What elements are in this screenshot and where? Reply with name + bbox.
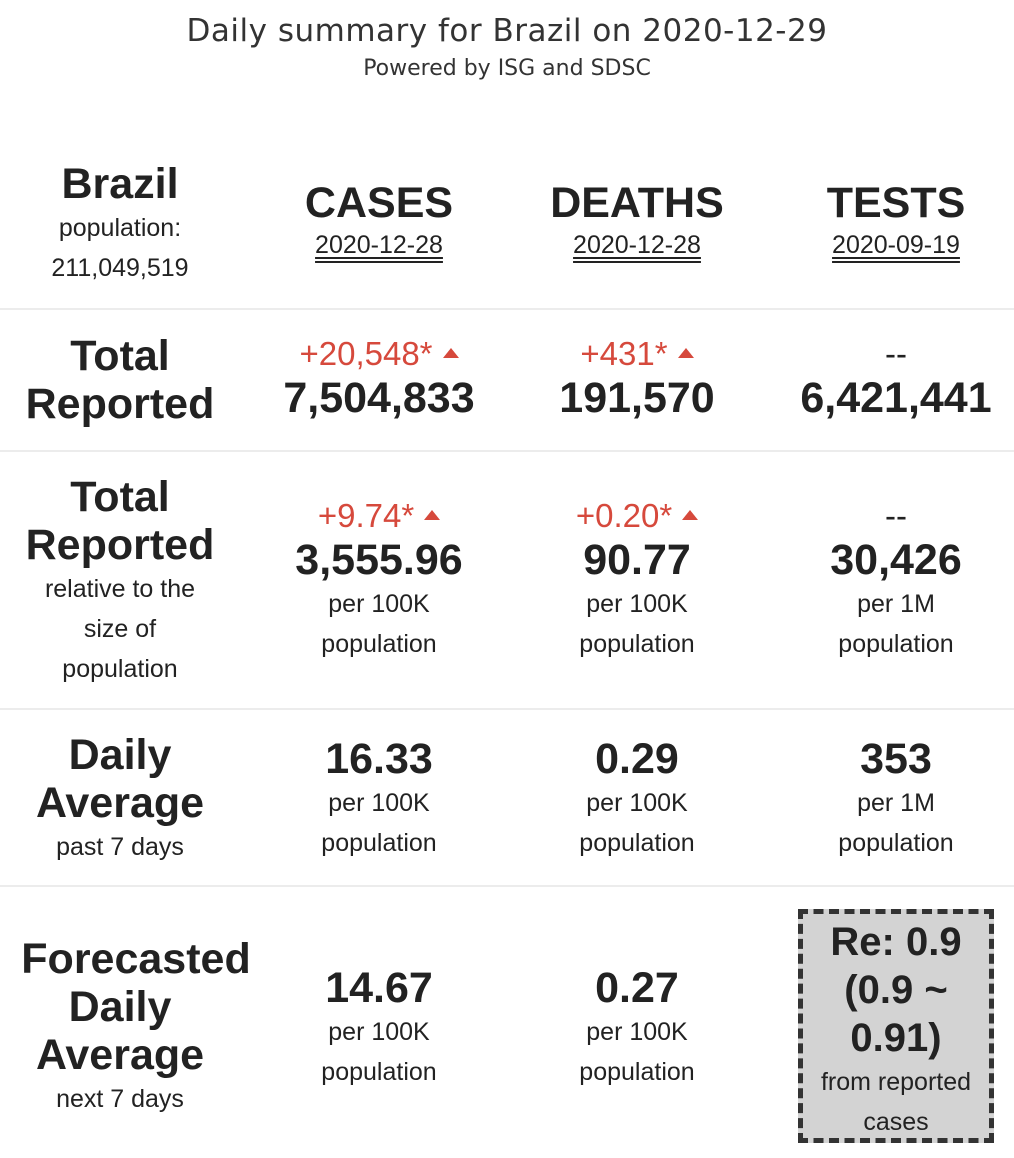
daily-deaths-cell: 0.29 per 100K population — [508, 735, 766, 863]
relative-tests-unit2: population — [838, 630, 954, 658]
country-header: Brazil population: 211,049,519 — [0, 160, 240, 288]
re-range-line2: 0.91) — [850, 1016, 942, 1060]
total-cases-cell: +20,548* 7,504,833 — [250, 334, 508, 422]
daily-cases-value: 16.33 — [325, 735, 433, 783]
daily-deaths-unit1: per 100K — [586, 789, 688, 817]
relative-cases-delta: +9.74* — [317, 497, 415, 534]
row-label-total: Total Reported — [0, 332, 240, 428]
relative-tests-cell: -- 30,426 per 1M population — [766, 496, 1014, 664]
row-label-line2: Reported — [25, 380, 215, 428]
forecast-cases-unit1: per 100K — [328, 1018, 430, 1046]
re-estimate-box: Re: 0.9 (0.9 ~ 0.91) from reported cases — [798, 909, 994, 1143]
daily-tests-unit1: per 1M — [857, 789, 935, 817]
total-cases-value: 7,504,833 — [283, 374, 475, 422]
daily-tests-unit2: population — [838, 829, 954, 857]
page-subtitle: Powered by ISG and SDSC — [363, 56, 651, 81]
column-header-tests: TESTS 2020-09-19 — [766, 179, 1014, 263]
row-label-line2: Average — [35, 779, 205, 827]
column-title-tests: TESTS — [826, 179, 966, 227]
relative-deaths-unit2: population — [579, 630, 695, 658]
re-note-line2: cases — [863, 1108, 929, 1136]
country-name: Brazil — [61, 160, 179, 208]
triangle-up-icon — [682, 510, 699, 521]
row-label-sub: past 7 days — [56, 833, 184, 861]
total-tests-value: 6,421,441 — [800, 374, 992, 422]
daily-tests-value: 353 — [860, 735, 932, 783]
row-label-line2: Daily — [68, 983, 172, 1031]
row-label-line1: Forecasted — [21, 935, 251, 983]
relative-cases-cell: +9.74* 3,555.96 per 100K population — [250, 496, 508, 664]
forecast-deaths-value: 0.27 — [595, 964, 679, 1012]
population-value: 211,049,519 — [51, 254, 189, 282]
divider — [0, 308, 1014, 310]
re-note-line1: from reported — [820, 1068, 972, 1096]
population-label: population: — [58, 214, 182, 242]
forecast-deaths-cell: 0.27 per 100K population — [508, 964, 766, 1092]
re-range-line1: (0.9 ~ — [844, 968, 948, 1012]
relative-cases-value: 3,555.96 — [295, 536, 463, 584]
row-label-sub1: relative to the — [44, 575, 196, 603]
forecast-cases-value: 14.67 — [325, 964, 433, 1012]
re-value: Re: 0.9 — [830, 920, 962, 964]
relative-deaths-delta: +0.20* — [575, 497, 673, 534]
daily-deaths-unit2: population — [579, 829, 695, 857]
total-deaths-delta: +431* — [580, 335, 668, 372]
relative-cases-unit2: population — [321, 630, 437, 658]
row-label-sub: next 7 days — [56, 1085, 184, 1113]
total-tests-cell: -- 6,421,441 — [766, 334, 1014, 422]
forecast-cases-unit2: population — [321, 1058, 437, 1086]
forecast-deaths-unit2: population — [579, 1058, 695, 1086]
daily-cases-unit1: per 100K — [328, 789, 430, 817]
column-date-deaths[interactable]: 2020-12-28 — [573, 231, 701, 259]
row-label-line3: Average — [35, 1031, 205, 1079]
page-title: Daily summary for Brazil on 2020-12-29 — [186, 13, 828, 49]
divider — [0, 450, 1014, 452]
column-header-cases: CASES 2020-12-28 — [250, 179, 508, 263]
triangle-up-icon — [442, 348, 459, 359]
row-label-line1: Total — [70, 332, 170, 380]
triangle-up-icon — [424, 510, 441, 521]
row-label-sub3: population — [62, 655, 178, 683]
total-tests-delta: -- — [885, 335, 907, 372]
daily-deaths-value: 0.29 — [595, 735, 679, 783]
triangle-up-icon — [677, 348, 694, 359]
forecast-deaths-unit1: per 100K — [586, 1018, 688, 1046]
relative-tests-value: 30,426 — [830, 536, 962, 584]
divider — [0, 708, 1014, 710]
column-date-tests[interactable]: 2020-09-19 — [832, 231, 960, 259]
row-label-daily: Daily Average past 7 days — [0, 731, 240, 867]
column-title-cases: CASES — [304, 179, 454, 227]
relative-deaths-unit1: per 100K — [586, 590, 688, 618]
total-deaths-value: 191,570 — [559, 374, 715, 422]
column-title-deaths: DEATHS — [550, 179, 724, 227]
relative-deaths-value: 90.77 — [583, 536, 691, 584]
row-label-line2: Reported — [25, 521, 215, 569]
column-date-cases[interactable]: 2020-12-28 — [315, 231, 443, 259]
daily-cases-unit2: population — [321, 829, 437, 857]
row-label-relative: Total Reported relative to the size of p… — [0, 473, 240, 689]
row-label-sub2: size of — [83, 615, 157, 643]
row-label-forecast: Forecasted Daily Average next 7 days — [0, 935, 272, 1119]
total-deaths-cell: +431* 191,570 — [508, 334, 766, 422]
divider — [0, 885, 1014, 887]
row-label-line1: Daily — [68, 731, 172, 779]
relative-tests-delta: -- — [885, 497, 907, 534]
forecast-cases-cell: 14.67 per 100K population — [250, 964, 508, 1092]
daily-cases-cell: 16.33 per 100K population — [250, 735, 508, 863]
relative-cases-unit1: per 100K — [328, 590, 430, 618]
relative-deaths-cell: +0.20* 90.77 per 100K population — [508, 496, 766, 664]
daily-tests-cell: 353 per 1M population — [766, 735, 1014, 863]
relative-tests-unit1: per 1M — [857, 590, 935, 618]
column-header-deaths: DEATHS 2020-12-28 — [508, 179, 766, 263]
row-label-line1: Total — [70, 473, 170, 521]
total-cases-delta: +20,548* — [299, 335, 433, 372]
